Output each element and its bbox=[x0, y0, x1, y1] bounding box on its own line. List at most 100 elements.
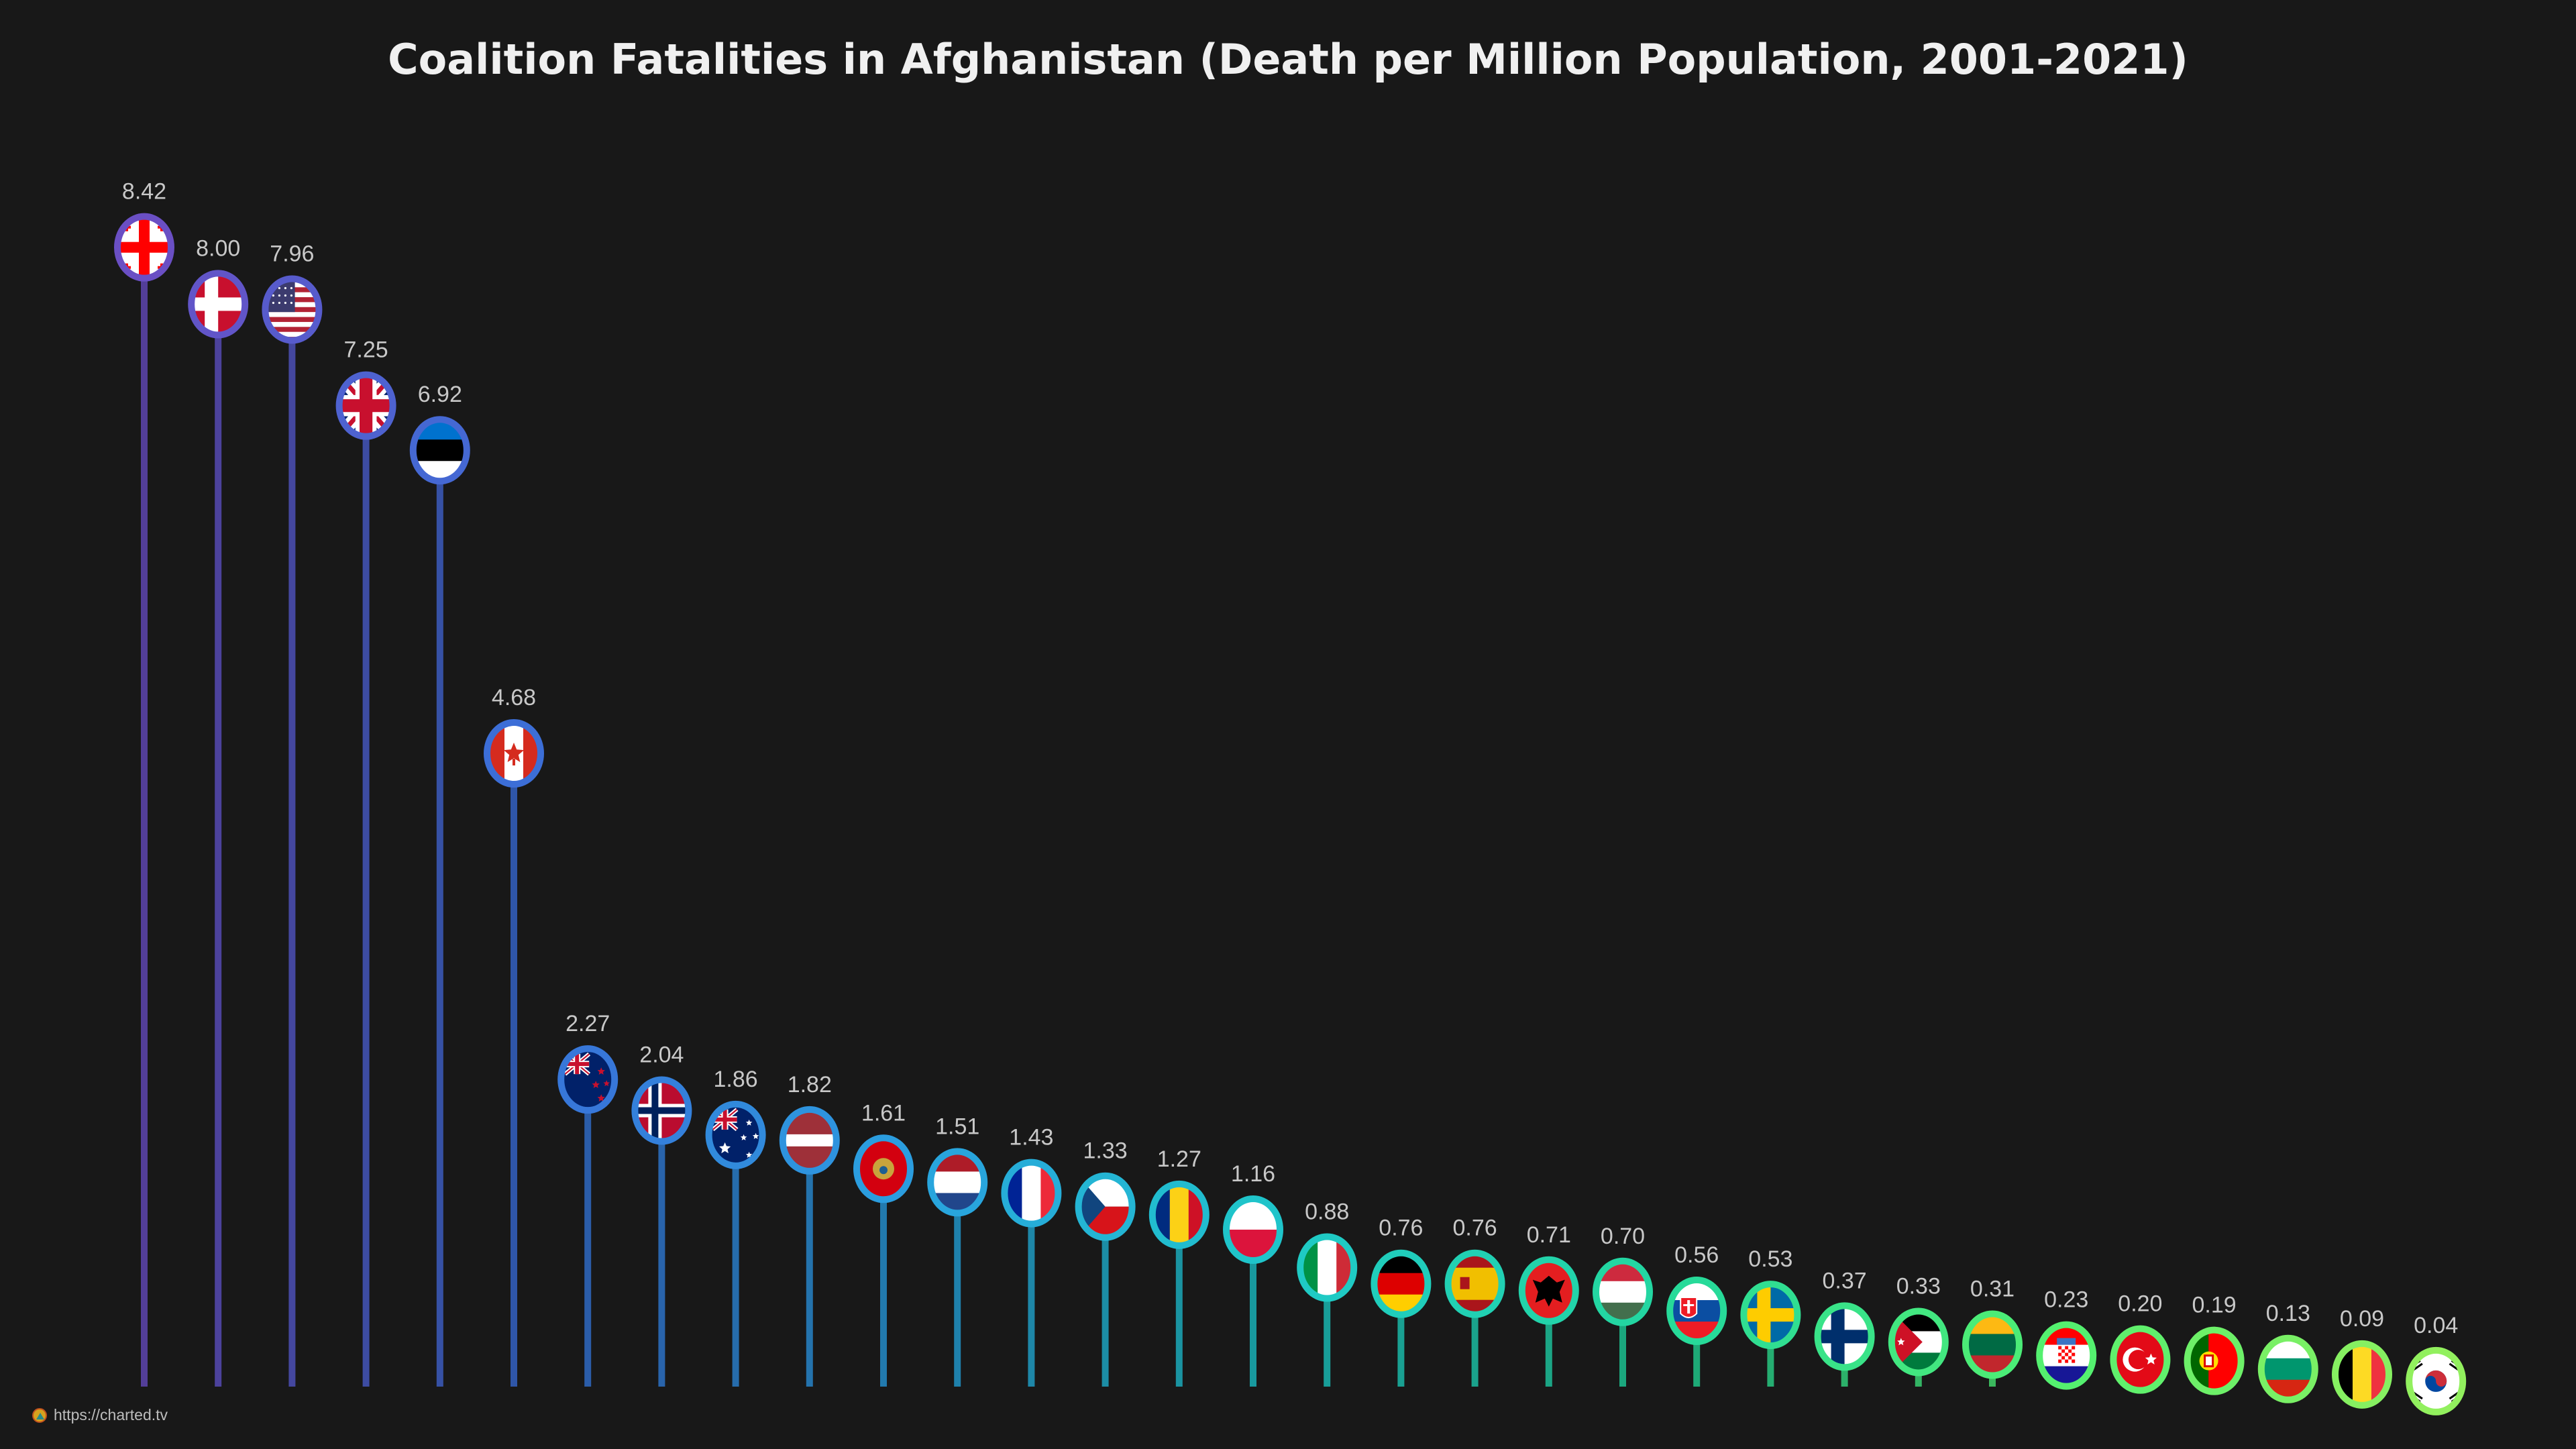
lollipop-stick bbox=[1471, 1283, 1479, 1387]
value-label: 0.23 bbox=[2044, 1287, 2088, 1313]
lollipop-flag-finland: 0.37 bbox=[1814, 1268, 1875, 1387]
lollipop-marker bbox=[1371, 1249, 1432, 1318]
flag-united-states-icon bbox=[268, 281, 317, 338]
lollipop-stick bbox=[1693, 1311, 1701, 1387]
value-label: 0.31 bbox=[1970, 1276, 2015, 1301]
value-label: 0.33 bbox=[1896, 1273, 1941, 1299]
flag-croatia-icon bbox=[2042, 1327, 2091, 1384]
value-label: 2.27 bbox=[566, 1011, 610, 1036]
value-label: 6.92 bbox=[418, 382, 462, 407]
source-link[interactable]: https://charted.tv bbox=[54, 1406, 168, 1424]
flag-albania-icon bbox=[1524, 1262, 1573, 1319]
lollipop-flag-montenegro: 1.61 bbox=[853, 1100, 914, 1387]
flag-netherlands-icon bbox=[933, 1154, 982, 1211]
lollipop-marker bbox=[1740, 1281, 1801, 1350]
lollipop-flag-hungary: 0.70 bbox=[1593, 1224, 1653, 1387]
flag-new-zealand-icon bbox=[564, 1051, 612, 1108]
lollipop-stick bbox=[1324, 1267, 1331, 1387]
lollipop-stick bbox=[1545, 1290, 1552, 1387]
lollipop-marker bbox=[1001, 1159, 1062, 1228]
lollipop-stick bbox=[141, 247, 148, 1387]
value-label: 0.53 bbox=[1748, 1246, 1792, 1272]
lollipop-marker bbox=[2036, 1321, 2097, 1390]
lollipop-flag-czech-republic: 1.33 bbox=[1075, 1138, 1136, 1387]
lollipop-marker bbox=[262, 275, 323, 344]
value-label: 1.86 bbox=[714, 1067, 758, 1092]
lollipop-marker bbox=[409, 416, 470, 485]
lollipop-flag-portugal: 0.19 bbox=[2184, 1293, 2245, 1395]
value-label: 1.61 bbox=[861, 1100, 906, 1126]
lollipop-marker bbox=[2406, 1346, 2467, 1415]
lollipop-marker bbox=[557, 1045, 619, 1114]
lollipop-stick bbox=[1175, 1214, 1183, 1387]
value-label: 8.00 bbox=[196, 235, 240, 261]
lollipop-flag-jordan: 0.33 bbox=[1888, 1273, 1949, 1387]
value-label: 0.71 bbox=[1527, 1222, 1571, 1248]
lollipop-flag-new-zealand: 2.27 bbox=[557, 1011, 619, 1387]
value-label: 4.68 bbox=[492, 685, 536, 710]
lollipop-stick bbox=[658, 1110, 665, 1387]
lollipop-flag-croatia: 0.23 bbox=[2036, 1287, 2097, 1390]
lollipop-marker bbox=[2332, 1340, 2392, 1409]
flag-spain-icon bbox=[1450, 1255, 1499, 1312]
lollipop-flag-georgia: 8.42 bbox=[114, 179, 174, 1387]
value-label: 0.70 bbox=[1601, 1224, 1645, 1249]
lollipop-marker bbox=[1888, 1307, 1949, 1377]
flag-united-kingdom-icon bbox=[341, 377, 390, 434]
lollipop-flag-lithuania: 0.31 bbox=[1962, 1276, 2023, 1387]
lollipop-marker bbox=[114, 213, 174, 282]
lollipop-marker bbox=[188, 270, 249, 339]
lollipop-flag-germany: 0.76 bbox=[1371, 1216, 1432, 1387]
lollipop-marker bbox=[705, 1100, 766, 1169]
lollipop-marker bbox=[1518, 1256, 1579, 1325]
value-label: 0.76 bbox=[1379, 1216, 1423, 1241]
lollipop-stick bbox=[1767, 1315, 1774, 1387]
value-label: 2.04 bbox=[639, 1042, 684, 1068]
lollipop-stick bbox=[1250, 1230, 1256, 1387]
lollipop-flag-latvia: 1.82 bbox=[779, 1072, 840, 1387]
flag-turkey-icon bbox=[2116, 1331, 2165, 1388]
value-label: 0.56 bbox=[1674, 1242, 1719, 1268]
lollipop-flag-italy: 0.88 bbox=[1297, 1199, 1358, 1387]
lollipop-flag-turkey: 0.20 bbox=[2110, 1291, 2171, 1394]
lollipop-stick bbox=[880, 1169, 887, 1387]
lollipop-marker bbox=[1444, 1249, 1505, 1318]
lollipop-flag-belgium: 0.09 bbox=[2332, 1306, 2392, 1409]
value-label: 0.37 bbox=[1823, 1268, 1867, 1293]
value-label: 0.88 bbox=[1305, 1199, 1349, 1225]
flag-hungary-icon bbox=[1599, 1263, 1647, 1320]
lollipop-marker bbox=[1962, 1310, 2023, 1379]
value-label: 1.27 bbox=[1157, 1146, 1201, 1172]
flag-finland-icon bbox=[1820, 1308, 1869, 1365]
lollipop-flag-norway: 2.04 bbox=[631, 1042, 692, 1387]
value-label: 1.33 bbox=[1083, 1138, 1128, 1164]
lollipop-stick bbox=[1028, 1193, 1035, 1387]
lollipop-flag-estonia: 6.92 bbox=[409, 382, 470, 1387]
footer: https://charted.tv bbox=[32, 1406, 168, 1424]
flag-sweden-icon bbox=[1746, 1287, 1795, 1344]
value-label: 0.19 bbox=[2192, 1293, 2237, 1318]
lollipop-marker bbox=[1223, 1195, 1283, 1265]
lollipop-flag-poland: 1.16 bbox=[1223, 1161, 1283, 1387]
lollipop-stick bbox=[362, 405, 370, 1387]
lollipop-marker bbox=[1814, 1302, 1875, 1371]
lollipop-marker bbox=[2110, 1325, 2171, 1394]
value-label: 0.04 bbox=[2414, 1313, 2458, 1338]
lollipop-flag-albania: 0.71 bbox=[1518, 1222, 1579, 1387]
lollipop-stick bbox=[215, 304, 222, 1387]
lollipop-stick bbox=[806, 1140, 813, 1387]
lollipop-flag-romania: 1.27 bbox=[1148, 1146, 1210, 1387]
lollipop-stick bbox=[1397, 1283, 1405, 1387]
lollipop-stick bbox=[954, 1182, 961, 1387]
lollipop-marker bbox=[335, 371, 396, 440]
value-label: 1.51 bbox=[935, 1114, 979, 1139]
value-label: 0.09 bbox=[2340, 1306, 2384, 1332]
lollipop-marker bbox=[2184, 1326, 2245, 1395]
lollipop-flag-slovakia: 0.56 bbox=[1666, 1242, 1727, 1387]
lollipop-flag-south-korea: 0.04 bbox=[2406, 1313, 2467, 1415]
value-label: 7.25 bbox=[344, 337, 388, 363]
lollipop-stick bbox=[1102, 1206, 1109, 1387]
lollipop-marker bbox=[1593, 1257, 1653, 1326]
lollipop-flag-bulgaria: 0.13 bbox=[2257, 1301, 2318, 1403]
